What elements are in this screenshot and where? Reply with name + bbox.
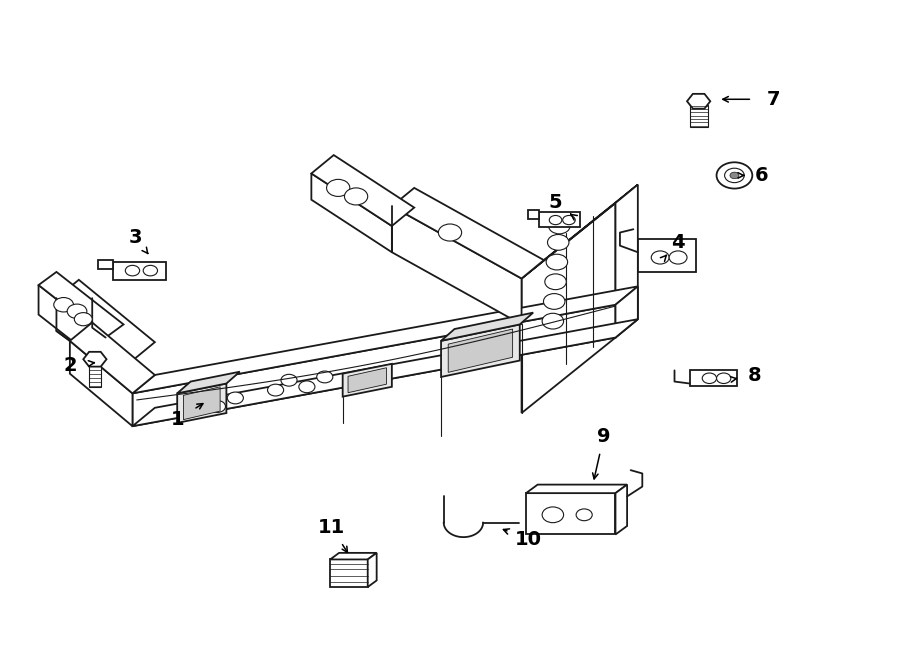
Circle shape: [75, 312, 92, 326]
Polygon shape: [441, 312, 533, 341]
Text: 3: 3: [129, 228, 142, 247]
Circle shape: [542, 313, 563, 329]
Polygon shape: [392, 188, 544, 279]
Circle shape: [549, 218, 570, 234]
Circle shape: [702, 373, 716, 383]
Polygon shape: [348, 368, 386, 393]
Circle shape: [544, 274, 566, 290]
Polygon shape: [311, 173, 392, 252]
Polygon shape: [448, 329, 513, 372]
Polygon shape: [616, 185, 638, 338]
Text: 5: 5: [549, 193, 562, 213]
Circle shape: [669, 251, 687, 264]
Polygon shape: [522, 203, 616, 413]
Polygon shape: [177, 383, 227, 423]
Polygon shape: [177, 371, 239, 393]
Circle shape: [267, 384, 284, 396]
Circle shape: [542, 507, 563, 523]
Polygon shape: [689, 105, 707, 127]
Polygon shape: [132, 287, 638, 393]
Circle shape: [549, 215, 562, 224]
Circle shape: [576, 509, 592, 521]
Polygon shape: [132, 319, 638, 426]
Text: 4: 4: [671, 233, 685, 252]
Polygon shape: [441, 324, 520, 377]
Circle shape: [652, 251, 669, 264]
Polygon shape: [84, 352, 106, 367]
Polygon shape: [392, 207, 522, 324]
Circle shape: [730, 172, 739, 179]
Polygon shape: [526, 485, 627, 493]
Circle shape: [125, 265, 140, 276]
Circle shape: [317, 371, 333, 383]
Polygon shape: [539, 213, 580, 227]
Circle shape: [547, 234, 569, 250]
Circle shape: [281, 374, 297, 386]
Polygon shape: [311, 155, 414, 226]
Polygon shape: [527, 211, 539, 218]
Circle shape: [143, 265, 157, 276]
Polygon shape: [57, 280, 155, 361]
Circle shape: [345, 188, 368, 205]
Polygon shape: [343, 364, 392, 397]
Polygon shape: [687, 94, 710, 109]
Polygon shape: [112, 262, 166, 280]
Text: 6: 6: [754, 166, 768, 185]
Polygon shape: [330, 553, 377, 559]
Polygon shape: [526, 493, 616, 534]
Circle shape: [210, 401, 226, 412]
Circle shape: [724, 168, 744, 183]
Text: 11: 11: [319, 518, 346, 538]
Polygon shape: [39, 272, 123, 338]
Polygon shape: [689, 370, 737, 386]
Polygon shape: [368, 553, 377, 587]
Circle shape: [544, 293, 565, 309]
Polygon shape: [616, 287, 638, 338]
Polygon shape: [39, 285, 105, 367]
Polygon shape: [88, 361, 101, 387]
Text: 10: 10: [515, 530, 542, 549]
Polygon shape: [638, 239, 696, 272]
Circle shape: [438, 224, 462, 241]
Polygon shape: [330, 559, 368, 587]
Circle shape: [228, 392, 243, 404]
Circle shape: [546, 254, 568, 270]
Circle shape: [327, 179, 350, 197]
Polygon shape: [184, 387, 220, 420]
Circle shape: [562, 215, 575, 224]
Polygon shape: [57, 298, 132, 393]
Polygon shape: [522, 185, 638, 279]
Circle shape: [54, 297, 74, 312]
Polygon shape: [70, 341, 132, 426]
Circle shape: [716, 373, 731, 383]
Polygon shape: [616, 485, 627, 534]
Text: 7: 7: [767, 90, 780, 109]
Polygon shape: [70, 322, 155, 393]
Text: 1: 1: [170, 410, 184, 429]
Circle shape: [716, 162, 752, 189]
Circle shape: [299, 381, 315, 393]
Text: 2: 2: [63, 356, 76, 375]
Circle shape: [68, 304, 87, 318]
Polygon shape: [132, 305, 616, 426]
Text: 9: 9: [597, 426, 610, 446]
Text: 8: 8: [747, 366, 760, 385]
Polygon shape: [98, 260, 112, 269]
